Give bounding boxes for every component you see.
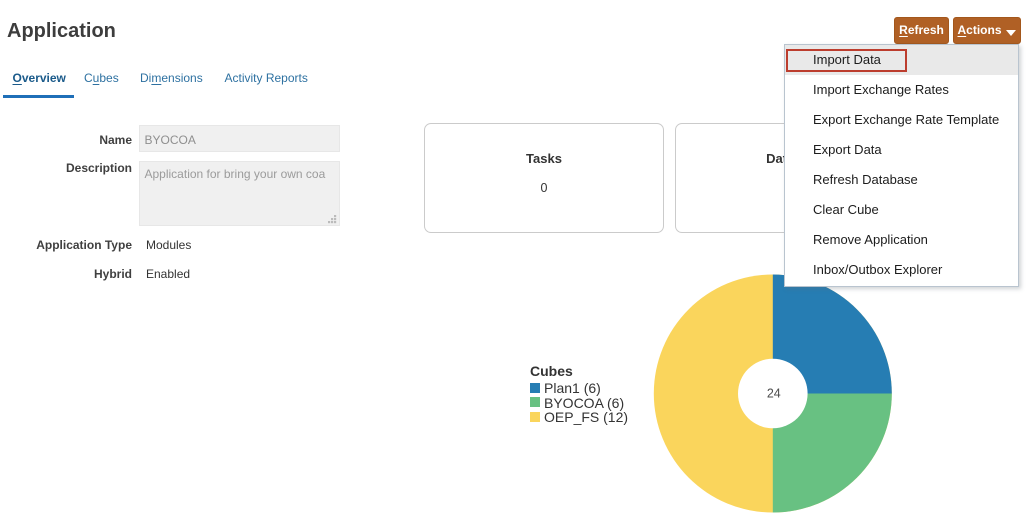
svg-text:24: 24 xyxy=(767,387,781,401)
